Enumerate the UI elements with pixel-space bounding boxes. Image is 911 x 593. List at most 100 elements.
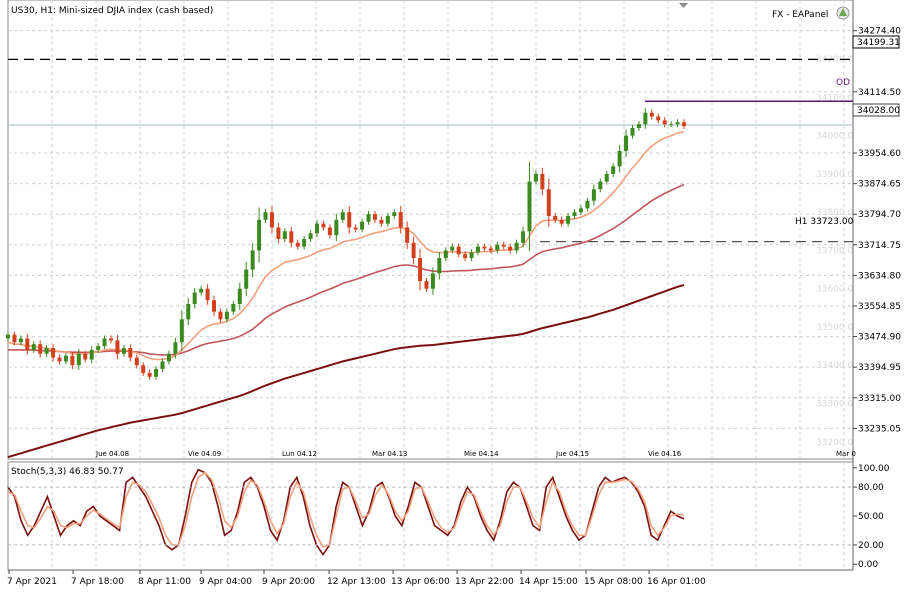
candle-body <box>154 369 159 377</box>
session-label: Jue 04.15 <box>555 450 589 458</box>
session-labels: Jue 04.08 Vie 04.09 Lun 04.12 Mar 04.13 Mie … <box>95 450 856 458</box>
candle-body <box>302 238 307 247</box>
time-tick-label: 9 Apr 04:00 <box>199 577 252 587</box>
candle-body <box>89 349 94 360</box>
candle-body <box>276 227 281 239</box>
candle-body <box>115 340 120 354</box>
scroll-marker-icon[interactable] <box>679 3 688 8</box>
candle-body <box>430 273 435 289</box>
candle-body <box>546 189 551 217</box>
candle-body <box>134 357 139 366</box>
candle-body <box>192 292 197 305</box>
candle-body <box>295 242 300 247</box>
candle-body <box>585 200 590 209</box>
candle-body <box>392 212 397 217</box>
time-tick-label: 16 Apr 01:00 <box>647 577 706 587</box>
candle-body <box>379 219 384 224</box>
candle-body <box>630 127 635 136</box>
stoch-tick-label: 80.00 <box>858 483 884 493</box>
candle-body <box>521 231 526 243</box>
candle-body <box>617 150 622 167</box>
candle-body <box>591 189 596 201</box>
session-label: Lun 04.12 <box>282 450 317 458</box>
od-level-label: OD <box>836 78 850 88</box>
candle-body <box>83 353 88 360</box>
candle-body <box>179 319 184 343</box>
candle-body <box>51 348 56 358</box>
time-tick-label: 9 Apr 20:00 <box>262 577 315 587</box>
candle-body <box>662 120 667 125</box>
candle-body <box>44 348 49 354</box>
candle-body <box>334 219 339 236</box>
candle-body <box>443 250 448 259</box>
candle-body <box>495 244 500 251</box>
candle-body <box>237 288 242 305</box>
price-tick-label: 33394.95 <box>858 363 901 373</box>
session-label: Vie 04.09 <box>188 450 221 458</box>
level-lines <box>8 58 853 243</box>
symbol-info: US30, H1: Mini-sized DJIA index (cash ba… <box>11 6 213 16</box>
candle-body <box>566 216 571 224</box>
candle-body <box>385 216 390 224</box>
ghost-price-label: 33500.0 <box>816 323 853 333</box>
candle-body <box>308 233 313 239</box>
ghost-price-labels: 34200.0 34100.0 34000.0 33900.0 33800.0 33700… <box>816 55 853 448</box>
ema-mid-line <box>8 183 685 356</box>
time-tick-label: 7 Apr 2021 <box>7 577 57 587</box>
candle-body <box>109 338 114 341</box>
candle-body <box>488 248 493 251</box>
ea-panel-label: FX - EAPanel <box>772 10 828 20</box>
candle-body <box>604 173 609 182</box>
candle-body <box>321 223 326 228</box>
candle-body <box>578 208 583 213</box>
session-label: Jue 04.08 <box>95 450 129 458</box>
moving-averages <box>7 131 685 459</box>
candle-body <box>469 252 474 259</box>
candle-body <box>475 246 480 253</box>
candle-body <box>231 304 236 312</box>
candle-body <box>682 122 686 127</box>
stochastic-lines <box>7 468 853 557</box>
candle-body <box>327 227 332 236</box>
time-tick-label: 8 Apr 11:00 <box>138 577 191 587</box>
ema-slow-line <box>7 283 685 459</box>
time-tick-label: 7 Apr 18:00 <box>71 577 124 587</box>
candle-body <box>656 116 661 121</box>
candle-body <box>173 342 178 354</box>
candle-body <box>405 227 410 243</box>
candle-body <box>205 288 210 301</box>
price-tick-label: 33235.05 <box>858 424 901 434</box>
candle-body <box>315 223 320 234</box>
price-tick-label: 33554.85 <box>858 302 901 312</box>
current-price-box <box>852 103 900 117</box>
candle-body <box>501 244 506 247</box>
candle-body <box>282 231 287 239</box>
candle-body <box>147 372 152 377</box>
candle-body <box>76 353 81 366</box>
stoch-tick-label: 0.00 <box>858 560 878 570</box>
ghost-price-label: 33300.0 <box>816 400 853 410</box>
candle-body <box>160 361 165 370</box>
session-label: Mar 04.13 <box>372 450 407 458</box>
candle-body <box>63 355 68 362</box>
candle-body <box>166 353 171 362</box>
stoch-signal-line <box>7 471 685 548</box>
candle-body <box>508 246 513 251</box>
level-price-box <box>852 35 900 49</box>
time-axis-labels: 7 Apr 2021 7 Apr 18:00 8 Apr 11:00 9 Apr 04… <box>7 570 706 587</box>
ea-panel-icon[interactable] <box>836 6 850 20</box>
candle-body <box>121 348 126 354</box>
candle-body <box>6 334 10 339</box>
candle-body <box>38 344 43 354</box>
candle-body <box>70 355 75 366</box>
candle-body <box>540 173 545 190</box>
price-tick-label: 33794.70 <box>858 210 901 220</box>
price-tick-label: 34274.40 <box>858 27 901 37</box>
candle-body <box>424 281 429 289</box>
candle-body <box>514 242 519 251</box>
candle-body <box>598 181 603 190</box>
ghost-price-label: 34200.0 <box>816 55 853 65</box>
candle-body <box>186 304 191 320</box>
stoch-tick-label: 100.00 <box>858 464 890 474</box>
